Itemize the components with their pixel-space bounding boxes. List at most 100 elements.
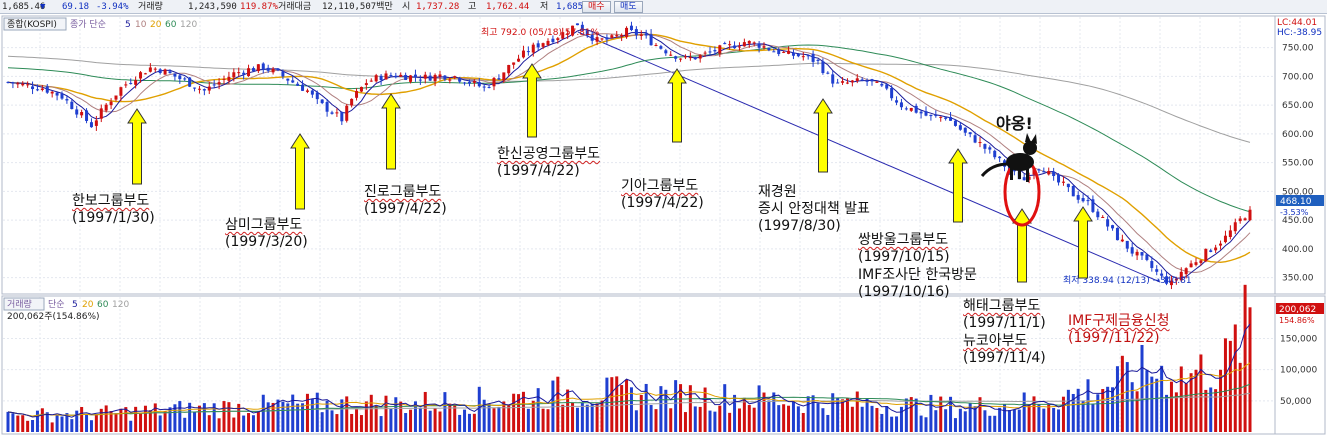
volume-bar: [880, 413, 884, 432]
candle-body: [526, 51, 530, 53]
volume-bar: [55, 414, 59, 432]
candle-body: [708, 51, 712, 53]
candle-body: [737, 46, 741, 48]
candle-body: [163, 69, 167, 75]
volume-bar: [1022, 392, 1026, 432]
candle-body: [899, 102, 903, 108]
candle-body: [831, 74, 835, 84]
volume-bar: [904, 398, 908, 432]
volume-bar: [899, 406, 903, 432]
candle-body: [232, 72, 236, 78]
volume-bar: [227, 402, 231, 432]
volume-bar: [1096, 394, 1100, 432]
hc-label: HC:-38.95: [1277, 28, 1322, 38]
candle-body: [1115, 227, 1119, 241]
volume-bar: [502, 401, 506, 432]
volume-bar: [237, 403, 241, 432]
volume-bar: [423, 391, 427, 432]
volume-bar: [600, 400, 604, 432]
candle-body: [31, 86, 35, 90]
volume-bar: [958, 408, 962, 432]
candle-body: [202, 89, 206, 91]
volume-bar: [556, 376, 560, 432]
volume-bar: [1228, 340, 1232, 432]
volume-bar: [634, 410, 638, 432]
volume-bar: [963, 411, 967, 432]
candle-body: [227, 76, 231, 81]
volume-bar: [782, 404, 786, 432]
volume-bar: [1238, 362, 1242, 432]
candle-body: [315, 92, 319, 100]
candle-body: [747, 40, 751, 44]
buy-button[interactable]: 매수: [582, 1, 611, 13]
volume-bar: [1233, 324, 1237, 432]
low-value: 1,685.37: [556, 2, 600, 12]
volume-bar: [521, 391, 525, 432]
candle-body: [16, 83, 20, 85]
price-panel-title: 종합(KOSPI): [7, 19, 57, 30]
candle-body: [50, 91, 54, 94]
candle-body: [698, 55, 702, 59]
candle-body: [281, 71, 285, 77]
volume-bar: [320, 412, 324, 432]
candle-body: [1027, 176, 1031, 180]
candle-body: [536, 43, 540, 48]
candle-body: [114, 95, 118, 100]
volume-bar: [541, 408, 545, 432]
candle-body: [1150, 261, 1154, 268]
volume-bar: [99, 408, 103, 432]
sell-button[interactable]: 매도: [614, 1, 643, 13]
vma-120-label: 120: [112, 300, 129, 310]
ma-5-label: 5: [125, 20, 131, 30]
volume-bar: [281, 401, 285, 432]
volume-bar: [497, 406, 501, 432]
change-value: 69.18: [62, 2, 90, 12]
volume-bar: [1140, 344, 1144, 432]
volume-bar: [885, 406, 889, 432]
volume-bar: [615, 376, 619, 432]
low-annotation: 최저 338.94 (12/13) →340.81: [1063, 275, 1192, 286]
volume-bar: [482, 399, 486, 432]
candle-body: [222, 78, 226, 80]
volume-ma-5-line: [7, 323, 1251, 418]
candle-body: [512, 62, 516, 65]
quote-toolbar: 1,685.46 ▼ 69.18 -3.94% 거래량 1,243,590 11…: [0, 0, 1327, 14]
volume-bar: [870, 405, 874, 432]
price-tick-label: 350.00: [1282, 274, 1314, 284]
candle-body: [296, 83, 300, 86]
candle-body: [158, 69, 162, 73]
price-moving-averages: [7, 28, 1251, 279]
candle-body: [939, 116, 943, 118]
volume-bar: [659, 386, 663, 432]
candle-body: [880, 83, 884, 86]
volume-bar: [855, 391, 859, 432]
candle-body: [109, 101, 113, 106]
candle-body: [561, 32, 565, 39]
low-label: 저: [540, 2, 549, 12]
volume-bar: [811, 395, 815, 432]
candle-body: [836, 82, 840, 84]
candle-body: [723, 43, 727, 45]
candle-body: [188, 77, 192, 87]
high-value: 1,762.44: [486, 2, 530, 12]
candle-body: [1125, 240, 1129, 249]
candle-body: [1199, 260, 1203, 263]
candle-body: [364, 83, 368, 86]
cat-caption: 야옹!: [996, 114, 1033, 133]
candle-body: [428, 75, 432, 81]
volume-bar: [1243, 284, 1247, 432]
up-arrow: [948, 148, 968, 223]
volume-ratio: 119.87%: [240, 2, 278, 12]
volume-bar: [772, 392, 776, 432]
candle-body: [654, 44, 658, 46]
candle-body: [301, 84, 305, 91]
candle-body: [885, 84, 889, 89]
volume-bar: [153, 403, 157, 432]
volume-bar: [762, 392, 766, 432]
candle-body: [286, 78, 290, 81]
candle-body: [1160, 273, 1164, 276]
volume-bar: [89, 420, 93, 432]
candle-body: [1194, 262, 1198, 265]
candle-body: [615, 35, 619, 37]
candle-body: [1057, 174, 1061, 183]
